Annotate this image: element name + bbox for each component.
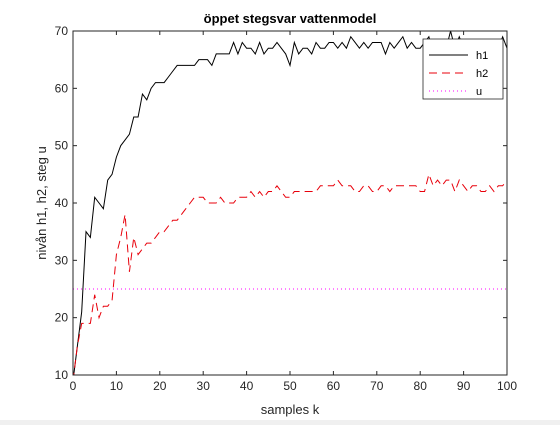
x-tick-label: 30 bbox=[197, 379, 211, 393]
x-tick-label: 70 bbox=[370, 379, 384, 393]
x-tick-label: 100 bbox=[497, 379, 517, 393]
x-tick-label: 0 bbox=[70, 379, 77, 393]
y-tick-label: 70 bbox=[55, 24, 69, 38]
y-tick-label: 50 bbox=[55, 139, 69, 153]
x-tick-label: 60 bbox=[327, 379, 341, 393]
y-tick-label: 10 bbox=[55, 368, 69, 382]
x-axis-ticks: 0 10 20 30 40 50 60 70 80 90 100 bbox=[70, 31, 517, 393]
y-tick-label: 30 bbox=[55, 253, 69, 267]
series-line-h2 bbox=[73, 172, 507, 375]
legend: h1 h2 u bbox=[422, 38, 504, 100]
y-axis-ticks: 10 20 30 40 50 60 70 bbox=[55, 24, 507, 382]
legend-label-u: u bbox=[476, 86, 482, 98]
x-tick-label: 40 bbox=[240, 379, 254, 393]
legend-label-h2: h2 bbox=[476, 68, 488, 80]
x-tick-label: 90 bbox=[457, 379, 471, 393]
x-tick-label: 50 bbox=[283, 379, 297, 393]
x-tick-label: 10 bbox=[110, 379, 124, 393]
y-tick-label: 20 bbox=[55, 311, 69, 325]
y-tick-label: 40 bbox=[55, 196, 69, 210]
x-tick-label: 80 bbox=[414, 379, 428, 393]
legend-box bbox=[422, 38, 504, 100]
legend-label-h1: h1 bbox=[476, 50, 488, 62]
chart-title: öppet stegsvar vattenmodel bbox=[204, 11, 377, 26]
y-axis-label: nivån h1, h2, steg u bbox=[34, 146, 49, 259]
x-axis-label: samples k bbox=[261, 402, 320, 417]
y-tick-label: 60 bbox=[55, 81, 69, 95]
x-tick-label: 20 bbox=[153, 379, 167, 393]
